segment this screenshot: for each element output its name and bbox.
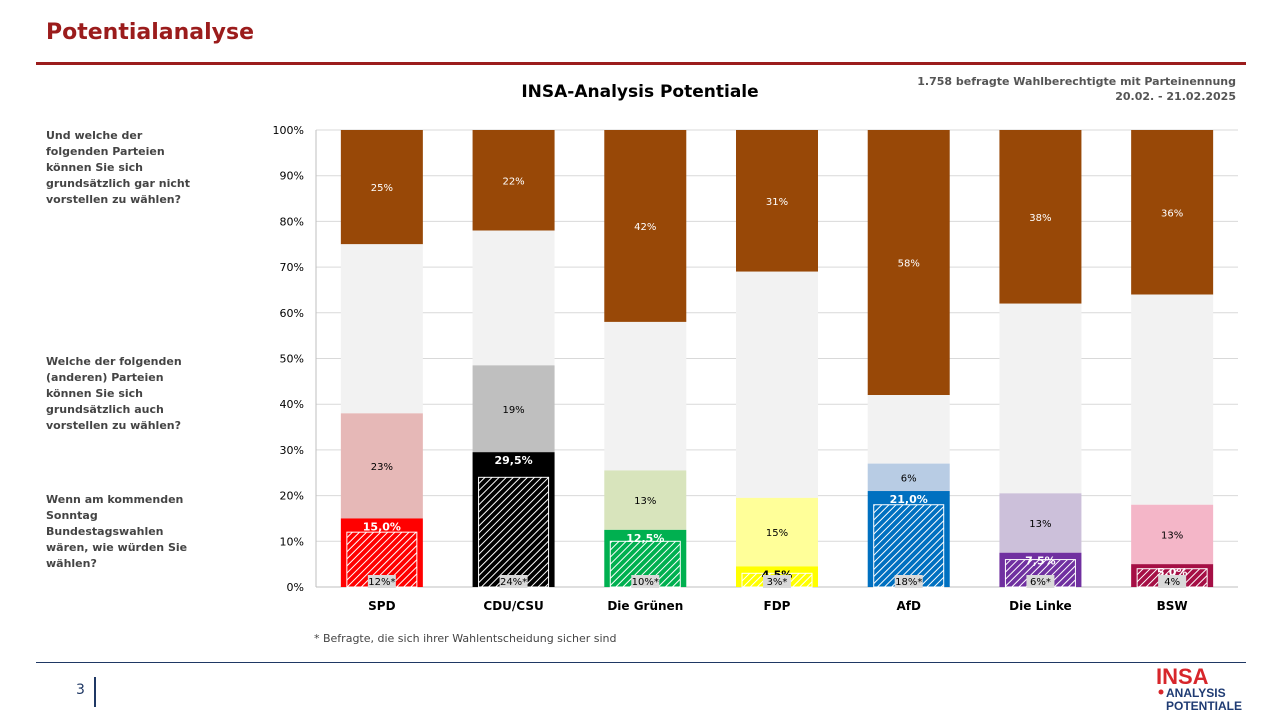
bar-undecided — [736, 271, 818, 498]
x-category-label: AfD — [896, 599, 921, 613]
y-tick-label: 70% — [280, 261, 304, 274]
insa-logo: INSA ANALYSIS POTENTIALE — [1156, 664, 1242, 713]
potential-data-label: 23% — [371, 462, 393, 473]
y-tick-label: 100% — [273, 124, 304, 137]
title-divider — [36, 62, 1246, 65]
potential-data-label: 19% — [502, 405, 524, 416]
rejection-data-label: 36% — [1161, 208, 1183, 219]
bar-rejection — [999, 130, 1082, 304]
bar-potential — [999, 493, 1082, 553]
bar-certain-hatch — [873, 504, 945, 588]
logo-word-potentiale: POTENTIALE — [1166, 699, 1242, 713]
bar-rejection — [736, 130, 818, 272]
question-vote: Wenn am kommenden Sonntag Bundestagswahl… — [46, 493, 188, 570]
certain-data-label-bg — [631, 575, 660, 588]
bar-undecided — [340, 244, 423, 414]
bar-undecided — [1131, 294, 1214, 505]
bar-potential — [736, 497, 818, 567]
x-category-label: Die Grünen — [607, 599, 683, 613]
page-number-bar — [94, 677, 96, 707]
y-tick-label: 10% — [280, 535, 304, 548]
bar-potential — [604, 470, 687, 530]
logo-word-analysis: ANALYSIS — [1166, 686, 1226, 700]
x-category-label: FDP — [764, 599, 791, 613]
y-tick-label: 0% — [287, 581, 304, 594]
certain-data-label-bg — [894, 575, 923, 588]
bar-rejection — [340, 130, 423, 245]
vote-share-data-label: 29,5% — [494, 454, 532, 467]
bar-rejection — [867, 130, 950, 396]
bar-potential — [1131, 504, 1214, 565]
x-category-label: SPD — [368, 599, 395, 613]
certain-data-label-bg — [1158, 575, 1187, 588]
potential-data-label: 13% — [634, 496, 656, 507]
vote-share-data-label: 12,5% — [626, 532, 664, 545]
sample-size: 1.758 befragte Wahlberechtigte mit Parte… — [917, 75, 1236, 88]
bar-potential — [340, 413, 423, 519]
rejection-data-label: 38% — [1029, 213, 1051, 224]
bar-potential — [867, 463, 950, 492]
bar-undecided — [604, 321, 687, 471]
logo-word-insa: INSA — [1156, 664, 1209, 689]
page-number: 3 — [76, 682, 85, 698]
certain-data-label-bg — [367, 575, 396, 588]
bar-undecided — [472, 230, 555, 366]
y-tick-label: 50% — [280, 353, 304, 366]
y-tick-label: 20% — [280, 490, 304, 503]
y-tick-label: 30% — [280, 444, 304, 457]
bar-undecided — [999, 303, 1082, 494]
rejection-data-label: 22% — [502, 176, 524, 187]
y-tick-label: 60% — [280, 307, 304, 320]
y-tick-label: 40% — [280, 398, 304, 411]
bar-undecided — [867, 395, 950, 464]
potential-data-label: 13% — [1029, 519, 1051, 530]
sample-info: 1.758 befragte Wahlberechtigte mit Parte… — [917, 74, 1236, 104]
bar-certain-hatch — [478, 476, 550, 588]
y-tick-label: 80% — [280, 215, 304, 228]
x-category-label: Die Linke — [1009, 599, 1072, 613]
footnote: * Befragte, die sich ihrer Wahlentscheid… — [314, 632, 617, 645]
rejection-data-label: 58% — [898, 259, 920, 270]
rejection-data-label: 31% — [766, 197, 788, 208]
vote-share-data-label: 7,5% — [1025, 555, 1056, 568]
certain-data-label-bg — [1026, 575, 1055, 588]
question-potential: Welche der folgenden (anderen) Parteien … — [46, 355, 182, 432]
bar-rejection — [1131, 130, 1214, 295]
certain-data-label: 4% — [1164, 577, 1180, 588]
x-category-label: CDU/CSU — [483, 599, 543, 613]
vote-share-data-label: 21,0% — [890, 493, 928, 506]
rejection-data-label: 42% — [634, 222, 656, 233]
slide-title: Potentialanalyse — [46, 20, 255, 45]
potential-data-label: 15% — [766, 528, 788, 539]
bar-potential — [472, 365, 555, 453]
logo-dot — [1158, 689, 1164, 695]
certain-data-label: 24%* — [500, 577, 527, 588]
certain-data-label: 3%* — [767, 577, 788, 588]
chart-title: INSA-Analysis Potentiale — [521, 82, 759, 102]
certain-data-label: 12%* — [368, 577, 395, 588]
rejection-data-label: 25% — [371, 183, 393, 194]
potential-data-label: 13% — [1161, 530, 1183, 541]
survey-period: 20.02. - 21.02.2025 — [1115, 90, 1236, 103]
certain-data-label: 6%* — [1030, 577, 1051, 588]
x-category-label: BSW — [1157, 599, 1188, 613]
certain-data-label-bg — [499, 575, 528, 588]
footer-divider — [36, 662, 1246, 663]
potential-data-label: 6% — [901, 473, 917, 484]
certain-data-label-bg — [763, 575, 791, 588]
certain-data-label: 18%* — [895, 577, 922, 588]
bar-rejection — [604, 130, 687, 322]
certain-data-label: 10%* — [632, 577, 659, 588]
y-tick-label: 90% — [280, 170, 304, 183]
bar-rejection — [472, 130, 555, 231]
question-rejection: Und welche der folgenden Parteien können… — [46, 129, 190, 206]
vote-share-data-label: 15,0% — [363, 520, 401, 533]
